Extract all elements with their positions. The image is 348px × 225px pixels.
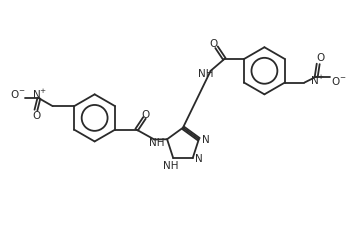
Text: N: N — [202, 135, 209, 145]
Text: O: O — [141, 110, 150, 120]
Text: NH: NH — [150, 138, 165, 148]
Text: N$^{+}$: N$^{+}$ — [310, 74, 325, 87]
Text: N: N — [195, 154, 203, 164]
Text: NH: NH — [198, 69, 213, 79]
Text: O: O — [33, 111, 41, 121]
Text: O$^{-}$: O$^{-}$ — [331, 75, 347, 87]
Text: NH: NH — [164, 161, 179, 171]
Text: O: O — [316, 53, 324, 63]
Text: O$^{-}$: O$^{-}$ — [9, 88, 25, 100]
Text: N$^{+}$: N$^{+}$ — [32, 88, 47, 101]
Text: O: O — [209, 39, 218, 49]
